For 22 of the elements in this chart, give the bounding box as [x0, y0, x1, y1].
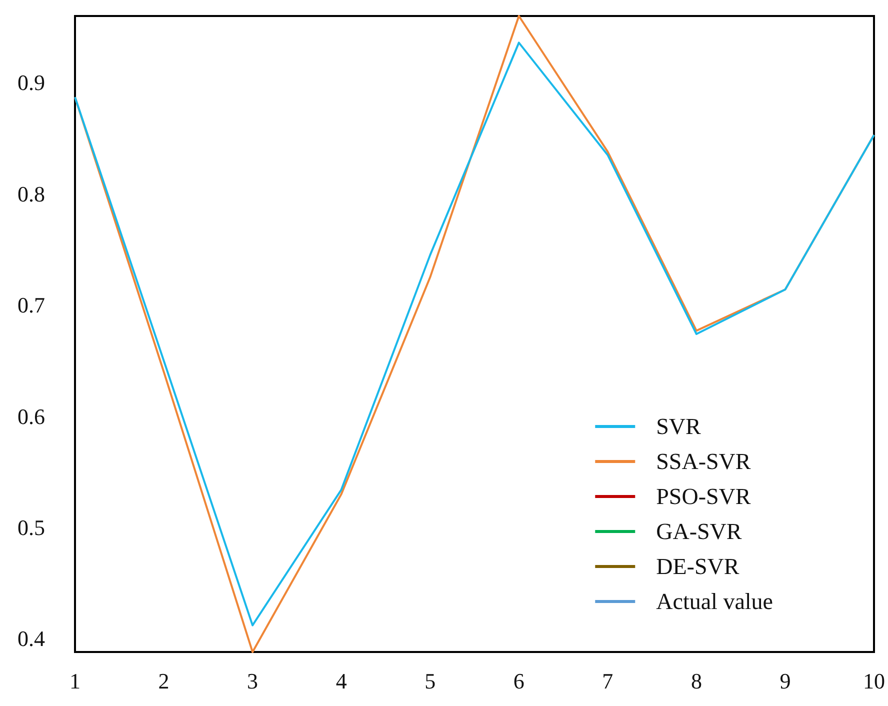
- y-tick-label: 0.4: [18, 626, 45, 652]
- y-tick-label: 0.6: [18, 404, 45, 429]
- legend-label: Actual value: [656, 589, 774, 614]
- x-tick-label: 6: [513, 668, 524, 694]
- x-tick-label: 5: [424, 668, 436, 694]
- x-tick-label: 7: [602, 668, 614, 694]
- legend-label: PSO-SVR: [656, 484, 752, 509]
- x-tick-label: 9: [780, 668, 791, 694]
- x-tick-label: 2: [158, 668, 170, 694]
- x-tick-label: 4: [336, 668, 347, 694]
- x-tick-label: 10: [863, 668, 885, 694]
- legend-label: DE-SVR: [656, 554, 740, 579]
- y-tick-label: 0.9: [18, 70, 45, 96]
- x-tick-label: 8: [690, 668, 702, 694]
- x-tick-label: 3: [247, 668, 258, 694]
- y-tick-label: 0.8: [18, 181, 45, 206]
- legend-label: SSA-SVR: [656, 449, 752, 474]
- y-tick-label: 0.7: [18, 292, 45, 318]
- legend-label: GA-SVR: [656, 519, 742, 544]
- y-tick-label: 0.5: [18, 514, 45, 540]
- legend-label: SVR: [656, 414, 702, 439]
- x-tick-label: 1: [70, 668, 80, 694]
